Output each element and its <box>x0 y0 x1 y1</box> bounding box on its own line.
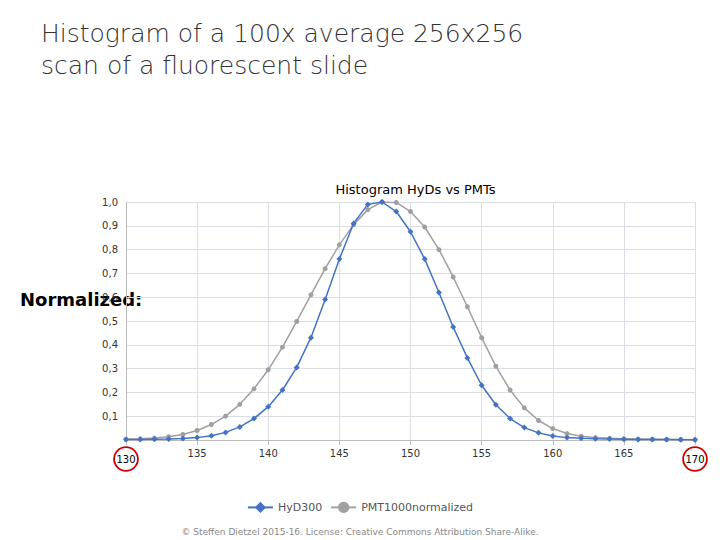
svg-text:0,7: 0,7 <box>102 268 118 279</box>
svg-text:Histogram of a 100x average 25: Histogram of a 100x average 256x256 <box>41 19 523 48</box>
svg-text:0,1: 0,1 <box>102 411 118 422</box>
svg-text:0,9: 0,9 <box>102 220 118 231</box>
svg-text:0,8: 0,8 <box>102 244 118 255</box>
svg-text:0,3: 0,3 <box>102 363 118 374</box>
svg-text:Histogram HyDs vs PMTs: Histogram HyDs vs PMTs <box>335 182 495 197</box>
svg-text:160: 160 <box>543 448 562 459</box>
svg-text:135: 135 <box>188 448 207 459</box>
svg-text:0,2: 0,2 <box>102 387 118 398</box>
svg-text:0,4: 0,4 <box>102 339 118 350</box>
svg-text:140: 140 <box>259 448 278 459</box>
svg-text:165: 165 <box>614 448 633 459</box>
svg-text:155: 155 <box>472 448 491 459</box>
svg-text:130: 130 <box>116 454 135 465</box>
svg-text:1,0: 1,0 <box>102 197 118 208</box>
svg-text:HyD300: HyD300 <box>278 501 322 514</box>
svg-text:Normalized:: Normalized: <box>20 289 142 310</box>
svg-text:150: 150 <box>401 448 420 459</box>
svg-text:© Steffen Dietzel 2015-16. Lic: © Steffen Dietzel 2015-16. License: Crea… <box>181 527 538 537</box>
svg-text:170: 170 <box>685 454 704 465</box>
svg-text:0,5: 0,5 <box>102 316 118 327</box>
svg-text:145: 145 <box>330 448 349 459</box>
svg-text:PMT1000normalized: PMT1000normalized <box>361 501 473 514</box>
svg-text:scan of a fluorescent slide: scan of a fluorescent slide <box>41 51 368 80</box>
svg-text:0,6: 0,6 <box>102 292 118 303</box>
